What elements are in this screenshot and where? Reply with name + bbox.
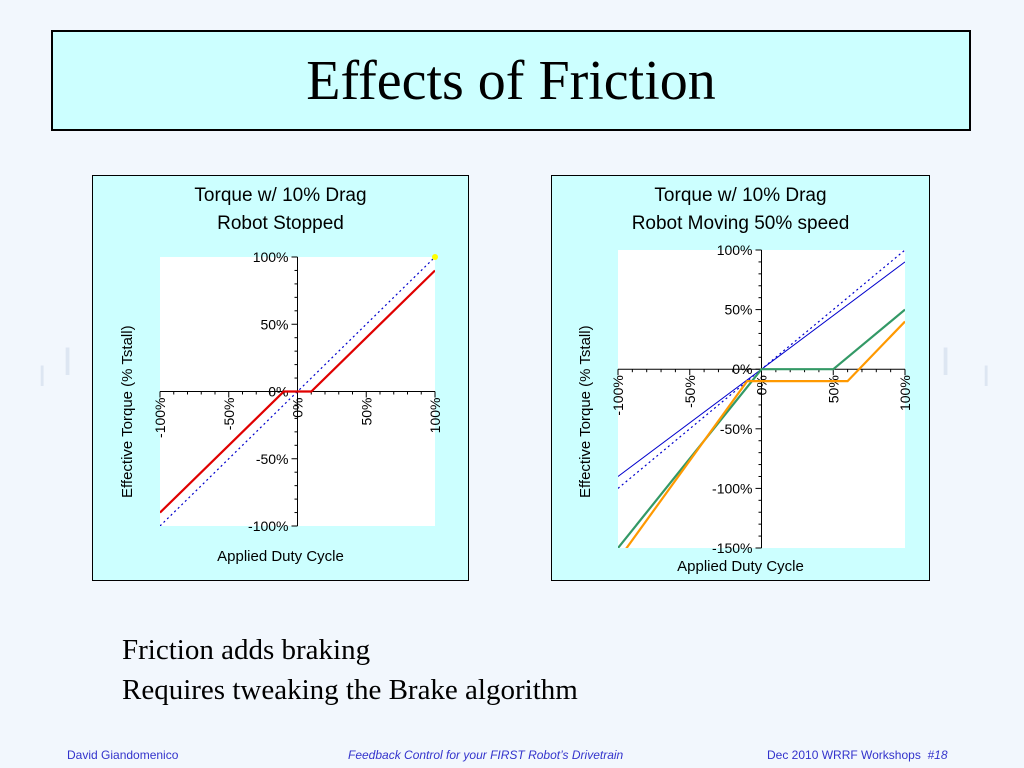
y-tick-label: 50% — [724, 302, 752, 318]
watermark-glyph: I — [940, 340, 951, 385]
x-axis-label: Applied Duty Cycle — [552, 558, 929, 575]
y-tick-label: 0% — [732, 361, 752, 377]
chart-panel-robot-stopped: Torque w/ 10% Drag Robot Stopped -100% -5… — [92, 175, 469, 581]
bullet-item: Requires tweaking the Brake algorithm — [122, 670, 578, 710]
y-tick-label: -50% — [256, 451, 289, 467]
bullet-list: Friction adds braking Requires tweaking … — [122, 630, 578, 710]
footer-date-page: Dec 2010 WRRF Workshops #18 — [767, 748, 948, 762]
x-tick-label: -100% — [610, 375, 626, 415]
slide-title-box: Effects of Friction — [51, 30, 971, 131]
y-tick-label: -100% — [248, 518, 288, 534]
x-tick-label: 0% — [290, 398, 306, 418]
chart-plot-robot-moving: -100% -50% 0% 50% 100% -150% -100% -50% 0% 50% 100… — [552, 176, 931, 582]
chart-panel-robot-moving: Torque w/ 10% Drag Robot Moving 50% spee… — [551, 175, 930, 581]
x-tick-label: 0% — [754, 375, 770, 395]
x-tick-label: -50% — [682, 375, 698, 408]
x-axis-label: Applied Duty Cycle — [93, 548, 468, 565]
watermark-glyph: I — [62, 340, 73, 385]
footer-page-number: #18 — [928, 748, 948, 762]
footer-date: Dec 2010 WRRF Workshops — [767, 748, 921, 762]
bullet-item: Friction adds braking — [122, 630, 578, 670]
x-tick-label: 100% — [427, 398, 443, 434]
x-tick-label: 50% — [358, 398, 374, 426]
footer-course-title: Feedback Control for your FIRST Robot’s … — [348, 748, 623, 762]
footer-author: David Giandomenico — [67, 748, 178, 762]
x-tick-label: 100% — [897, 375, 913, 411]
slide-title: Effects of Friction — [306, 49, 716, 113]
chart-plot-robot-stopped: -100% -50% 0% 50% 100%-100%-50%0%50%100% — [93, 176, 470, 582]
x-tick-label: -100% — [152, 398, 168, 438]
y-tick-label: -150% — [712, 540, 752, 556]
series-point — [432, 254, 438, 260]
x-tick-label: -50% — [221, 398, 237, 431]
watermark-glyph: I — [982, 360, 990, 394]
y-tick-label: 100% — [253, 249, 289, 265]
y-tick-label: 100% — [717, 242, 753, 258]
x-tick-label: 50% — [825, 375, 841, 403]
watermark-glyph: I — [38, 360, 46, 394]
y-axis-label: Effective Torque (% Tstall) — [119, 325, 136, 498]
y-tick-label: -50% — [720, 421, 753, 437]
y-axis-label: Effective Torque (% Tstall) — [577, 325, 594, 498]
y-tick-label: 50% — [260, 316, 288, 332]
y-tick-label: -100% — [712, 480, 752, 496]
